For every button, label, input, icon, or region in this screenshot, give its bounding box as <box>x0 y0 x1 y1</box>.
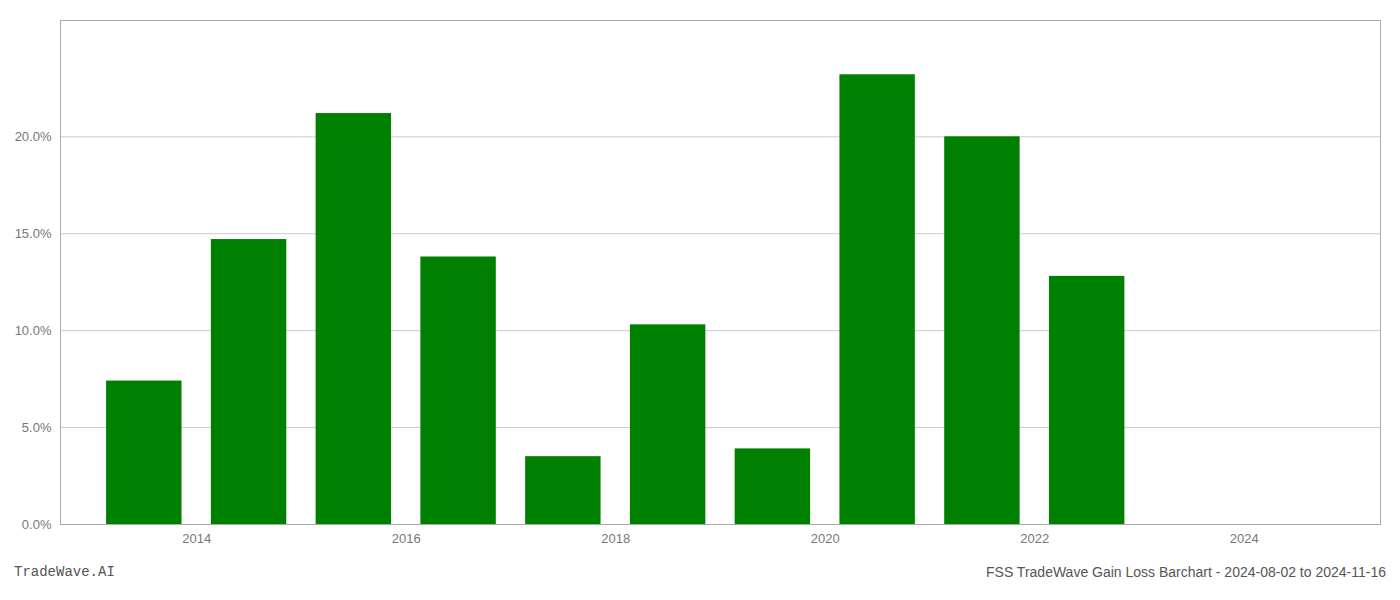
svg-text:15.0%: 15.0% <box>15 226 52 241</box>
html-text:TradeWave.AI: TradeWave.AI <box>14 564 115 580</box>
svg-text:0.0%: 0.0% <box>22 517 52 532</box>
svg-text:2020: 2020 <box>811 531 840 546</box>
svg-text:20.0%: 20.0% <box>15 129 52 144</box>
svg-text:2022: 2022 <box>1020 531 1049 546</box>
svg-text:10.0%: 10.0% <box>15 323 52 338</box>
svg-text:2018: 2018 <box>601 531 630 546</box>
svg-text:5.0%: 5.0% <box>22 420 52 435</box>
svg-text:2016: 2016 <box>392 531 421 546</box>
svg-text:2024: 2024 <box>1230 531 1259 546</box>
html-text:FSS TradeWave Gain Loss Barcha: FSS TradeWave Gain Loss Barchart - 2024-… <box>986 564 1386 580</box>
svg-text:2014: 2014 <box>182 531 211 546</box>
